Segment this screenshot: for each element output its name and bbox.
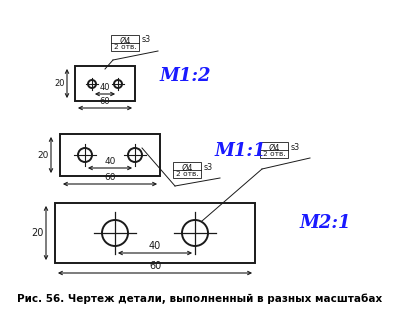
Text: M1:1: M1:1 [215, 142, 266, 160]
Text: 20: 20 [32, 228, 44, 238]
Bar [60, 134, 160, 176]
Text: 40: 40 [104, 157, 116, 166]
Text: 20: 20 [54, 79, 65, 88]
Text: 60: 60 [100, 97, 110, 106]
Text: 2 отв.: 2 отв. [176, 171, 198, 177]
Text: 40: 40 [149, 241, 161, 251]
Text: Ø4: Ø4 [181, 164, 193, 173]
Text: s3: s3 [204, 162, 213, 171]
Bar [75, 66, 135, 101]
Bar [55, 203, 255, 263]
Text: s3: s3 [142, 36, 151, 45]
Text: Рис. 56. Чертеж детали, выполненный в разных масштабах: Рис. 56. Чертеж детали, выполненный в ра… [17, 294, 383, 304]
Text: 60: 60 [149, 261, 161, 271]
Text: M1:2: M1:2 [160, 67, 212, 85]
Bar [111, 35, 139, 51]
Text: 40: 40 [100, 83, 110, 92]
Bar [260, 142, 288, 158]
Text: 60: 60 [104, 173, 116, 182]
Text: Ø4: Ø4 [119, 37, 131, 46]
Text: 20: 20 [38, 151, 49, 160]
Bar [173, 162, 201, 178]
Text: M2:1: M2:1 [300, 214, 352, 232]
Text: Ø4: Ø4 [268, 144, 280, 153]
Text: 2 отв.: 2 отв. [114, 44, 136, 50]
Text: s3: s3 [291, 143, 300, 152]
Text: 2 отв.: 2 отв. [263, 151, 285, 157]
